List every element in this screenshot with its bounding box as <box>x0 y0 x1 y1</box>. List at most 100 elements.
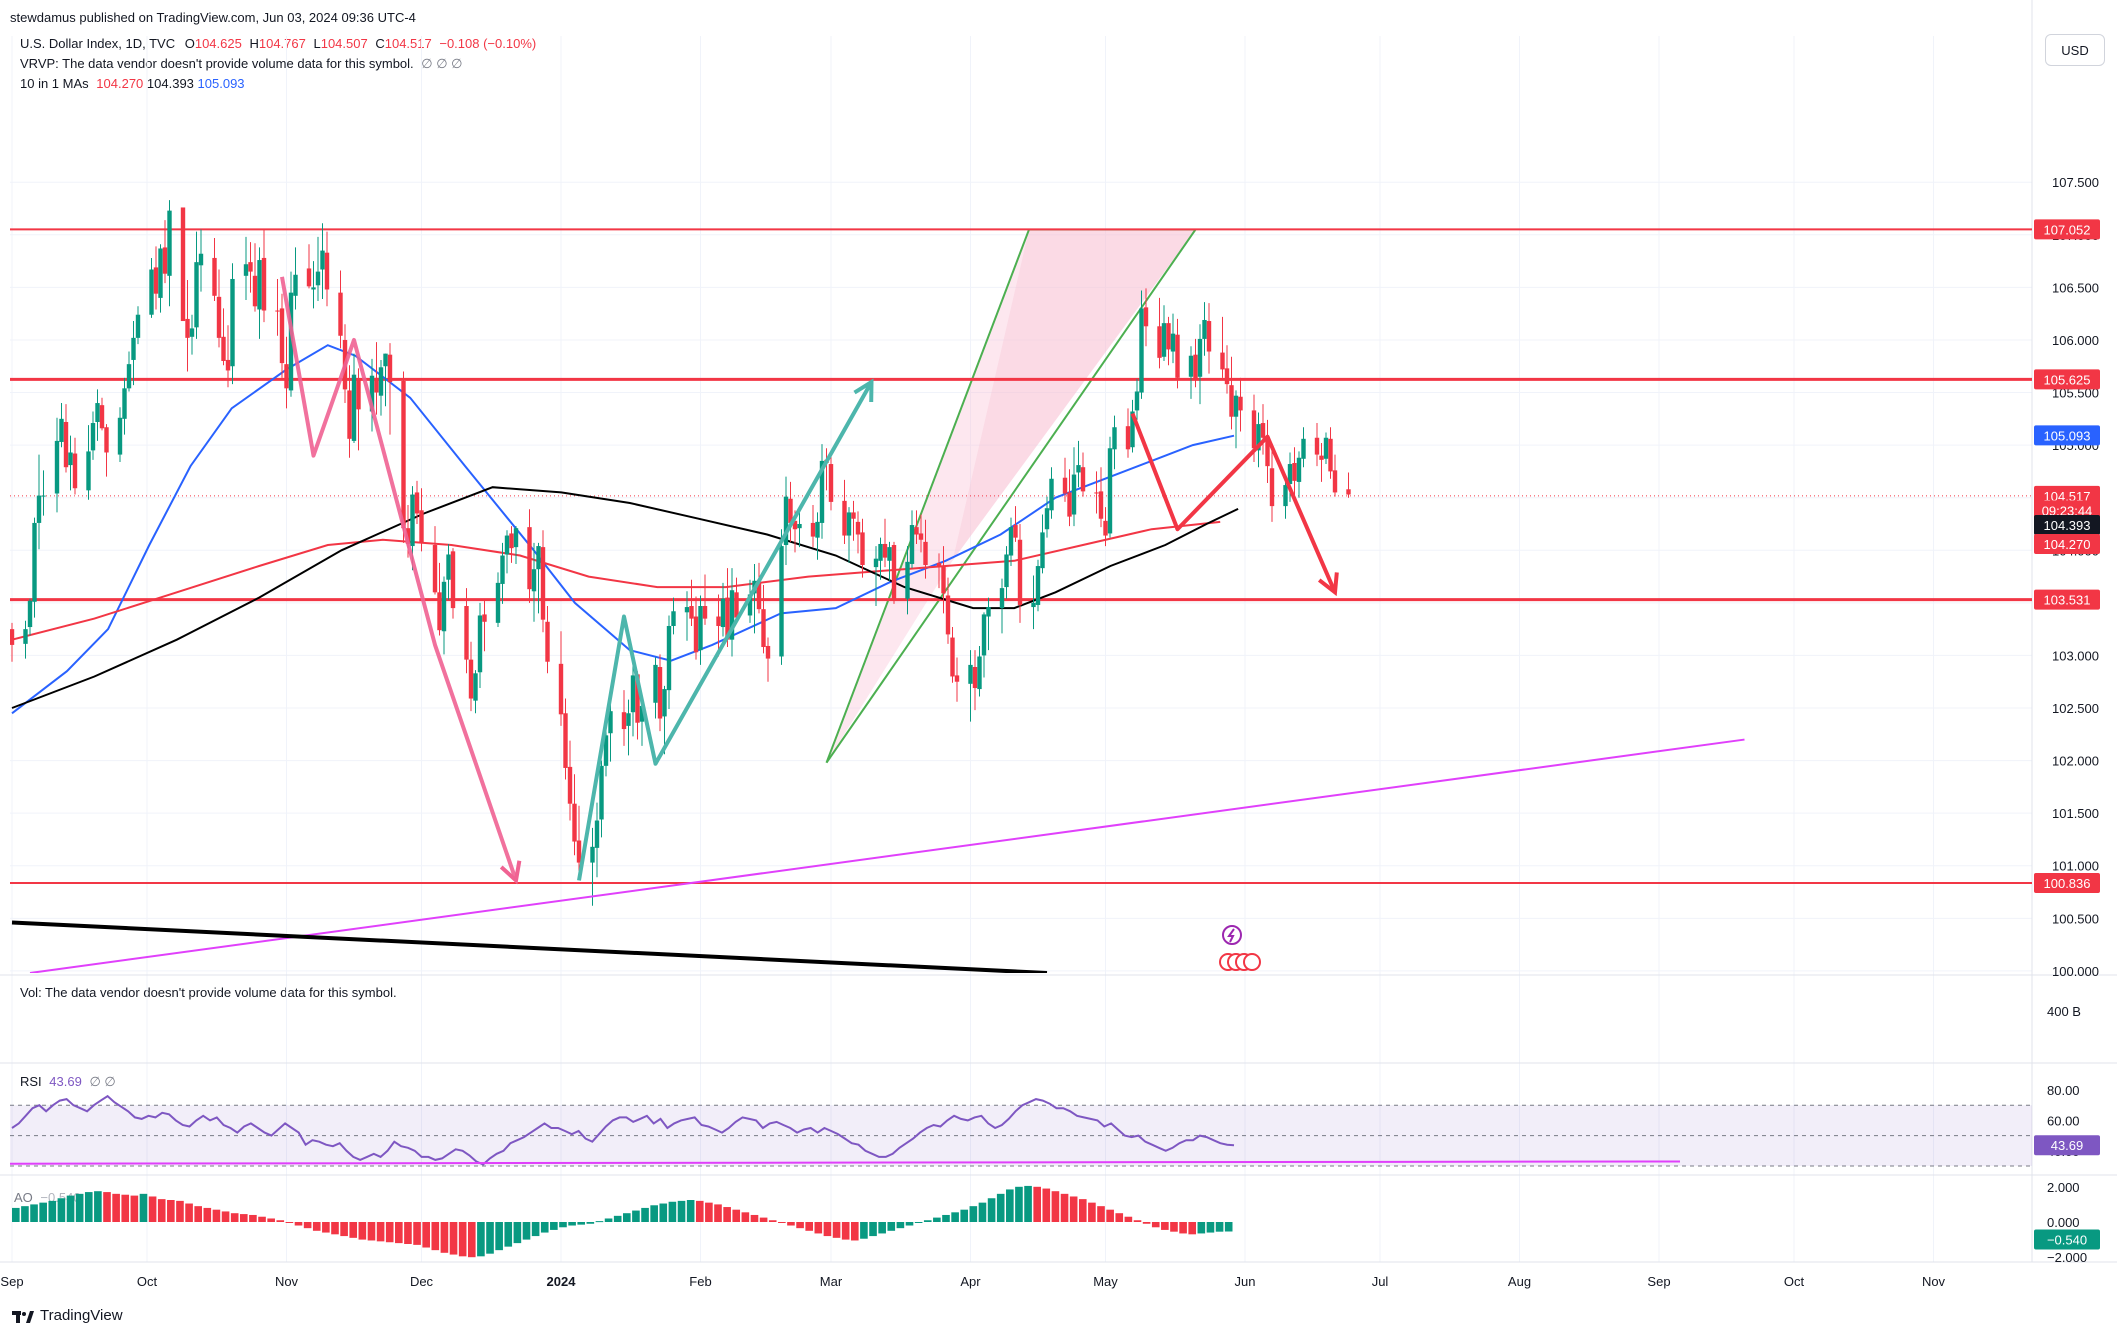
price-tick-label: 106.500 <box>2052 280 2099 295</box>
candle-body <box>828 464 834 502</box>
price-tick-label: 103.000 <box>2052 648 2099 663</box>
ao-bar <box>641 1207 649 1222</box>
ao-bar <box>349 1222 358 1238</box>
candle-body <box>788 498 793 523</box>
eye-icon[interactable]: ∅ ∅ ∅ <box>421 56 463 71</box>
ao-bar <box>759 1217 768 1222</box>
candle-body <box>1062 477 1068 494</box>
ao-bar <box>586 1222 595 1224</box>
time-tick-label: Feb <box>689 1274 711 1289</box>
footer-brand: TradingView <box>12 1307 123 1324</box>
candle-body <box>86 451 91 491</box>
ao-bar <box>778 1222 786 1223</box>
candle-body <box>905 561 910 599</box>
candle-body <box>1080 467 1086 492</box>
ao-bar <box>449 1222 458 1255</box>
candle-body <box>504 535 510 555</box>
candle-body <box>410 494 415 547</box>
ao-bar <box>495 1222 503 1251</box>
candle-body <box>257 260 262 310</box>
candle-body <box>1328 438 1333 472</box>
candle-body <box>10 629 15 645</box>
symbol-legend[interactable]: U.S. Dollar Index, 1D, TVC O104.625 H104… <box>20 36 536 51</box>
price-tick-label: 101.500 <box>2052 806 2099 821</box>
volume-pane-text: Vol: The data vendor doesn't provide vol… <box>20 985 397 1000</box>
candle-body <box>968 664 973 684</box>
ao-bar <box>312 1222 321 1231</box>
time-tick-label: Oct <box>1784 1274 1805 1289</box>
chart-svg[interactable]: 107.500107.000106.500106.000105.500105.0… <box>0 0 2117 1300</box>
candle-body <box>153 267 159 294</box>
ao-bar <box>1024 1185 1032 1222</box>
candle-body <box>347 390 352 439</box>
candle-body <box>1296 457 1302 482</box>
currency-button[interactable]: USD <box>2045 34 2105 66</box>
price-label-bg <box>2034 589 2100 610</box>
ao-bar <box>75 1193 84 1222</box>
candle-body <box>464 606 469 660</box>
candle-body <box>563 713 568 768</box>
candle-body <box>1206 321 1212 352</box>
trendline-0 <box>29 738 1745 973</box>
grid <box>10 36 2032 1262</box>
candle-body <box>635 674 640 723</box>
candle-body <box>320 250 325 270</box>
ao-bar <box>1161 1222 1169 1230</box>
vrvp-legend[interactable]: VRVP: The data vendor doesn't provide vo… <box>20 56 463 72</box>
ao-bar <box>103 1192 111 1222</box>
ao-bar <box>258 1216 266 1222</box>
price-tick-label: 102.000 <box>2052 754 2099 769</box>
candle-body <box>846 512 852 536</box>
candle-body <box>657 666 663 719</box>
candle-body <box>761 609 766 648</box>
rsi-value: 43.69 <box>49 1074 82 1089</box>
candle-body <box>495 582 501 623</box>
candle-body <box>981 614 987 656</box>
candle-body <box>378 367 384 396</box>
candle-body <box>603 735 609 766</box>
time-tick-label: Jun <box>1235 1274 1256 1289</box>
ao-label: AO <box>14 1190 33 1205</box>
candle-body <box>936 562 942 568</box>
settings-icon[interactable]: ∅ ∅ <box>89 1074 116 1089</box>
candle-body <box>923 541 928 565</box>
candle-body <box>419 510 424 543</box>
tradingview-logo-icon <box>12 1310 34 1323</box>
ao-bar <box>768 1220 777 1222</box>
ao-bar <box>623 1213 631 1222</box>
candle-body <box>572 803 577 842</box>
ao-bar <box>340 1222 348 1237</box>
candle-body <box>338 292 343 336</box>
candle-body <box>608 711 613 734</box>
candle-body <box>545 621 550 662</box>
candle-body <box>1031 602 1036 608</box>
candle-body <box>918 533 924 540</box>
candle-body <box>860 532 865 565</box>
candle-body <box>1044 508 1050 530</box>
ao-bar <box>933 1217 941 1222</box>
ao-bar <box>1115 1213 1124 1222</box>
candle-body <box>1008 527 1014 556</box>
ao-bar <box>1151 1222 1160 1228</box>
candle-body <box>756 581 762 610</box>
candle-body <box>1004 554 1009 588</box>
time-tick-label: Sep <box>0 1274 23 1289</box>
ao-bar <box>477 1222 485 1257</box>
ao-bar <box>805 1222 814 1231</box>
close-label: C <box>375 36 385 51</box>
ma-legend[interactable]: 10 in 1 MAs 104.270 104.393 105.093 <box>20 76 245 91</box>
candle-body <box>311 287 316 290</box>
ao-bar <box>221 1211 230 1222</box>
price-label-bg <box>2034 515 2100 536</box>
price-tick-label: 100.000 <box>2052 964 2099 979</box>
ao-bar <box>267 1218 275 1222</box>
ao-bar <box>1197 1222 1206 1234</box>
ao-bar <box>157 1199 166 1222</box>
high-value: 104.767 <box>258 36 306 51</box>
rsi-legend[interactable]: RSI 43.69 ∅ ∅ <box>20 1074 116 1090</box>
candle-body <box>1170 333 1176 352</box>
candle-body <box>324 252 330 290</box>
low-value: 104.507 <box>320 36 368 51</box>
ao-bar <box>823 1222 832 1237</box>
